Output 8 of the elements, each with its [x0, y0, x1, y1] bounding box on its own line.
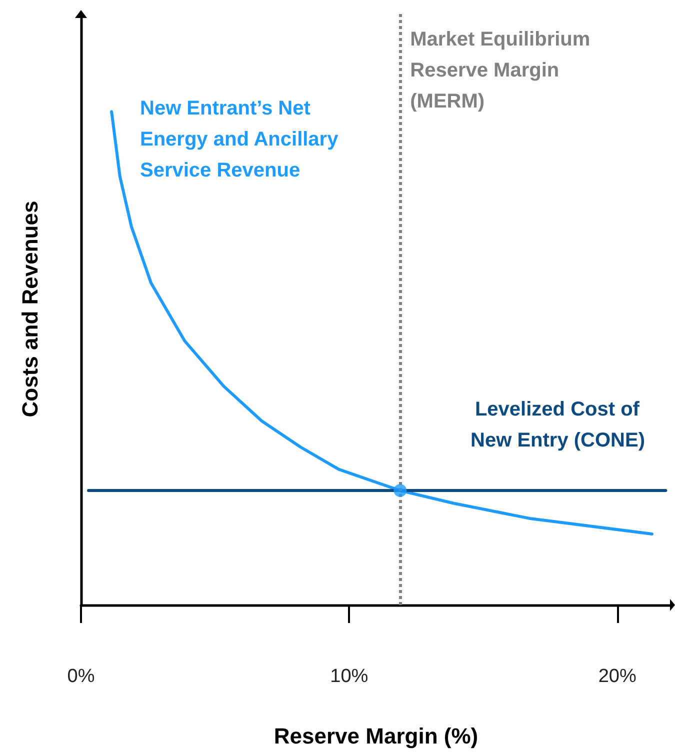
- x-tick-label: 20%: [598, 666, 636, 687]
- x-axis-title: Reserve Margin (%): [274, 724, 478, 748]
- ref-line-label: Market Equilibrium Reserve Margin (MERM): [410, 28, 596, 112]
- x-tick-label: 0%: [67, 666, 95, 687]
- x-tick-label: 10%: [330, 666, 368, 687]
- y-axis-title: Costs and Revenues: [18, 200, 42, 418]
- series-label: New Entrant’s Net Energy and Ancillary Service Revenue: [140, 98, 344, 182]
- series-label: Levelized Cost of New Entry (CONE): [470, 398, 645, 452]
